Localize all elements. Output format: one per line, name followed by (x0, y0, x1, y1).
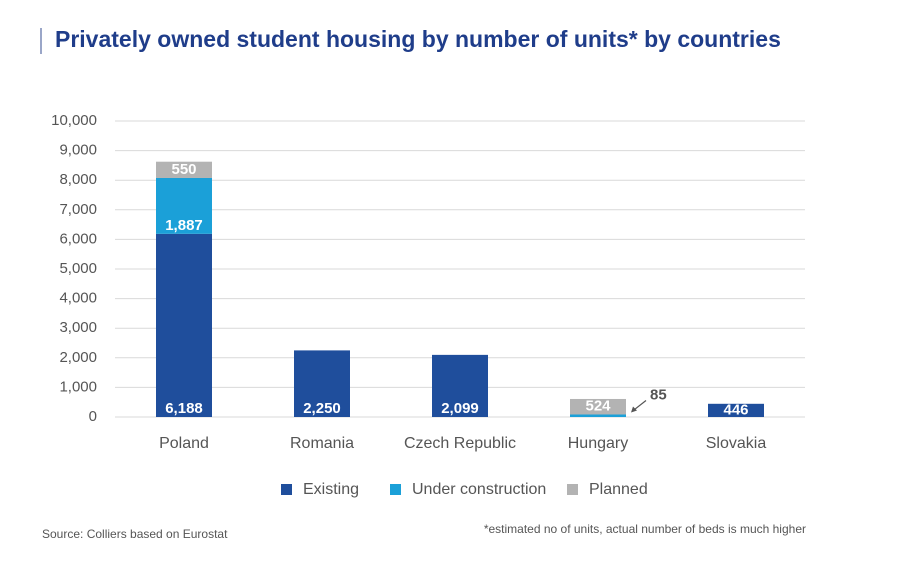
footnote: *estimated no of units, actual number of… (484, 522, 806, 536)
source: Source: Colliers based on Eurostat (42, 527, 228, 541)
bar-segment (294, 350, 350, 417)
y-tick-label: 9,000 (59, 142, 97, 159)
legend-label: Existing (303, 481, 359, 498)
y-tick-label: 6,000 (59, 230, 97, 247)
y-tick-label: 2,000 (59, 349, 97, 366)
data-label: 85 (650, 386, 667, 403)
y-tick-label: 5,000 (59, 260, 97, 277)
data-label: 2,099 (441, 400, 479, 417)
x-tick-label: Slovakia (706, 435, 767, 452)
bar-segment (570, 414, 626, 417)
data-label: 1,887 (165, 217, 203, 234)
x-tick-label: Poland (159, 435, 209, 452)
x-tick-label: Romania (290, 435, 354, 452)
label-arrowhead (631, 406, 637, 413)
y-tick-label: 7,000 (59, 201, 97, 218)
bar-segment (432, 354, 488, 417)
legend-swatch (281, 484, 292, 495)
y-tick-label: 8,000 (59, 171, 97, 188)
y-tick-label: 0 (89, 408, 97, 425)
bar-segment (156, 233, 212, 417)
y-tick-label: 3,000 (59, 319, 97, 336)
legend-label: Planned (589, 481, 648, 498)
legend-swatch (390, 484, 401, 495)
x-tick-label: Hungary (568, 435, 628, 452)
data-label: 524 (585, 398, 611, 415)
x-tick-label: Czech Republic (404, 435, 516, 452)
bar-segment (708, 403, 764, 417)
bar-segment (156, 161, 212, 178)
data-label: 446 (723, 401, 748, 418)
bar-segment (570, 398, 626, 415)
bar-segment (156, 177, 212, 234)
legend-swatch (567, 484, 578, 495)
legend-label: Under construction (412, 481, 546, 498)
data-label: 550 (171, 161, 196, 178)
y-tick-label: 10,000 (51, 112, 97, 129)
data-label: 6,188 (165, 400, 203, 417)
y-tick-label: 4,000 (59, 290, 97, 307)
y-tick-label: 1,000 (59, 378, 97, 395)
chart-title: Privately owned student housing by numbe… (55, 26, 781, 52)
data-label: 2,250 (303, 400, 341, 417)
